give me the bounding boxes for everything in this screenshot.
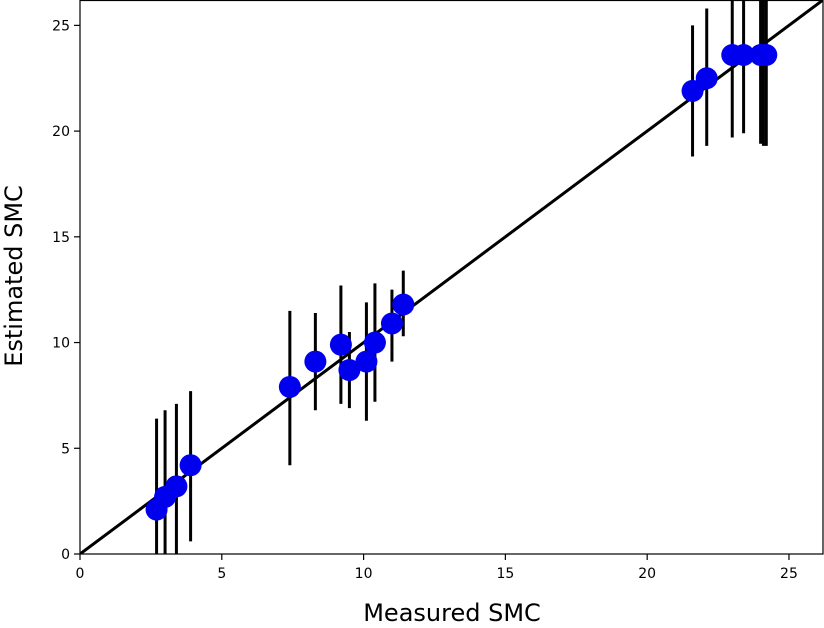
y-tick-label: 10 <box>52 336 70 352</box>
x-tick-label: 5 <box>217 566 226 582</box>
data-point <box>392 293 415 316</box>
y-tick-label: 15 <box>52 230 70 246</box>
x-tick-label: 25 <box>780 566 798 582</box>
y-axis-title: Estimated SMC <box>0 185 28 367</box>
y-tick-label: 0 <box>61 547 70 563</box>
data-point <box>380 312 403 335</box>
x-tick-label: 15 <box>496 566 514 582</box>
data-point <box>338 359 361 382</box>
y-tick-label: 5 <box>61 441 70 457</box>
x-tick-label: 20 <box>638 566 656 582</box>
data-point <box>278 375 301 398</box>
data-point <box>355 350 378 373</box>
data-point <box>695 67 718 90</box>
y-tick-label: 20 <box>52 124 70 140</box>
data-point <box>732 43 755 66</box>
plot-content <box>80 0 823 554</box>
axes: 0 5 10 15 20 25 0 5 10 15 20 25 <box>52 0 824 582</box>
data-point <box>179 454 202 477</box>
x-axis-title: Measured SMC <box>363 599 541 627</box>
plot-frame <box>79 0 824 555</box>
y-tick-label: 25 <box>52 18 70 34</box>
data-point <box>329 333 352 356</box>
x-tick-label: 0 <box>76 566 85 582</box>
plot-area <box>80 0 823 554</box>
x-tick-label: 10 <box>355 566 373 582</box>
data-point <box>363 331 386 354</box>
data-point <box>681 79 704 102</box>
data-point <box>304 350 327 373</box>
data-point <box>755 43 778 66</box>
data-point <box>165 475 188 498</box>
